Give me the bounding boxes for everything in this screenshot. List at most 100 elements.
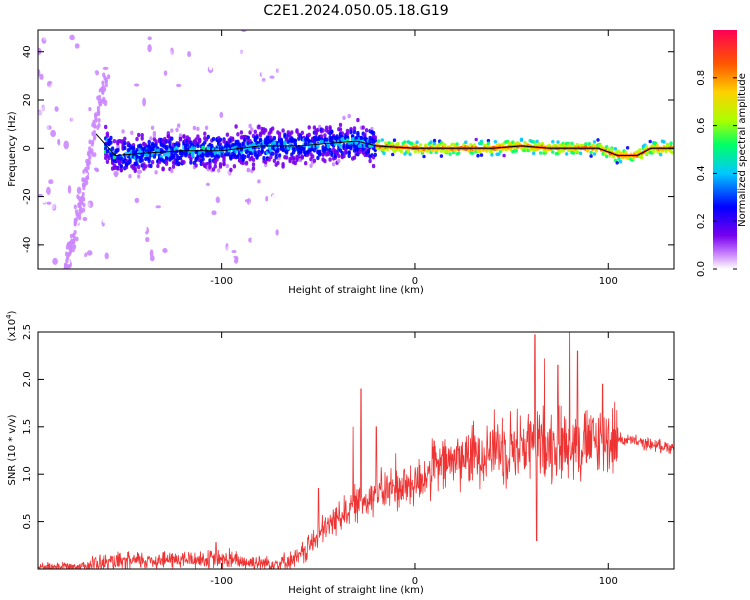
- spectrogram-blob: [239, 72, 244, 78]
- spectrogram-blob: [88, 146, 92, 152]
- spectrogram-blob: [87, 78, 93, 84]
- snr-xtick-label: 0: [412, 576, 418, 587]
- spectrogram-blob: [219, 221, 223, 230]
- spectrogram-blob: [243, 183, 248, 190]
- spectrogram-blob: [38, 163, 45, 168]
- spectrogram-blob: [196, 112, 203, 116]
- spectrogram-blob: [382, 151, 386, 156]
- spectrogram-blob: [283, 77, 289, 86]
- spectrogram-blob: [77, 99, 83, 107]
- spectrogram-blob: [195, 43, 199, 50]
- spectrogram-blob: [96, 105, 100, 111]
- spectrogram-blob: [178, 38, 183, 44]
- spectrogram-blob: [70, 114, 75, 122]
- spectrogram-blob: [69, 49, 75, 55]
- spectrogram-blob: [200, 212, 204, 218]
- spectrogram-blob: [107, 155, 111, 161]
- spectrogram-blob: [479, 141, 484, 146]
- spectrogram-blob: [497, 152, 501, 156]
- spectrogram-blob: [246, 198, 252, 205]
- spectrogram-blob: [213, 219, 218, 229]
- spectrogram-blob: [166, 243, 172, 251]
- spectrogram-blob: [82, 247, 86, 255]
- spectrogram-blob: [240, 187, 244, 196]
- spectrogram-blob: [321, 152, 325, 157]
- spectrogram-ytick-label: -40: [22, 237, 33, 253]
- spectrogram-blob: [144, 130, 148, 136]
- spectrogram-blob: [248, 184, 251, 190]
- spectrogram-blob: [38, 106, 41, 111]
- spectrogram-blob: [102, 72, 106, 78]
- spectrogram-blob: [40, 116, 45, 121]
- spectrogram-blob: [396, 141, 400, 146]
- spectrogram-blob: [231, 158, 237, 163]
- spectrogram-blob: [148, 125, 152, 135]
- spectrogram-blob: [111, 96, 115, 101]
- spectrogram-blob: [75, 224, 79, 230]
- spectrogram-blob: [99, 65, 103, 74]
- spectrogram-blob: [257, 43, 261, 49]
- spectrogram-blob: [73, 204, 77, 210]
- spectrogram-blob: [169, 117, 175, 125]
- spectrogram-blob: [660, 149, 665, 153]
- spectrogram-blob: [151, 171, 155, 176]
- spectrogram-blob: [233, 232, 237, 238]
- spectrogram-blob: [85, 168, 89, 174]
- spectrogram-blob: [45, 171, 50, 179]
- spectrogram-blob: [321, 128, 325, 133]
- spectrogram-blob: [457, 151, 461, 155]
- spectrogram-blob: [575, 149, 579, 154]
- spectrogram-blob: [273, 190, 276, 196]
- spectrogram-blob: [257, 179, 261, 184]
- spectrogram-blob: [250, 211, 255, 221]
- spectrogram-blob: [125, 30, 132, 34]
- spectrogram-blob: [127, 262, 132, 269]
- spectrogram-blob: [69, 233, 73, 239]
- spectrogram-blob: [129, 91, 135, 99]
- spectrogram-blob: [246, 153, 250, 159]
- spectrogram-blob: [196, 59, 202, 63]
- spectrogram-blob: [248, 172, 251, 178]
- spectrogram-blob: [208, 158, 212, 163]
- spectrogram-blob: [538, 151, 543, 155]
- spectrogram-blob: [182, 134, 186, 139]
- spectrogram-blob: [250, 127, 254, 132]
- spectrogram-blob: [126, 210, 130, 219]
- spectrogram-blob: [110, 202, 116, 211]
- spectrogram-blob: [137, 132, 141, 138]
- spectrogram-ytick-label: 0: [22, 145, 33, 151]
- spectrogram-blob: [121, 80, 126, 84]
- spectrogram-blob: [66, 253, 70, 258]
- spectrogram-blob: [166, 200, 171, 205]
- spectrogram-blob: [277, 88, 282, 94]
- spectrogram-blob: [132, 247, 138, 255]
- spectrogram-blob: [558, 149, 562, 154]
- spectrogram-blob: [71, 188, 77, 198]
- spectrogram-blob: [280, 70, 284, 77]
- spectrogram-blob: [167, 60, 171, 70]
- spectrogram-blob: [171, 164, 176, 169]
- spectrogram-blob: [184, 175, 189, 183]
- spectrogram-blob: [202, 240, 209, 246]
- spectrogram-blob: [114, 172, 118, 178]
- spectrogram-blob: [146, 261, 151, 265]
- spectrogram-blob: [349, 130, 353, 135]
- spectrogram-blob: [181, 98, 186, 105]
- spectrogram-blob: [219, 111, 224, 118]
- spectrogram-blob: [63, 266, 67, 269]
- spectrogram-blob: [254, 89, 257, 95]
- spectrogram-blob: [241, 141, 245, 147]
- spectrogram-blob: [331, 162, 336, 167]
- spectrogram-blob: [176, 76, 182, 84]
- snr-ytick-label: 2.0: [22, 371, 33, 387]
- spectrogram-blob: [363, 220, 367, 227]
- spectrogram-blob: [172, 240, 178, 247]
- spectrogram-blob: [72, 232, 76, 238]
- spectrogram-blob: [263, 260, 267, 266]
- spectrogram-blob: [429, 140, 433, 144]
- spectrogram-blob: [201, 145, 205, 150]
- spectrogram-blob: [200, 217, 203, 226]
- spectrogram-blob: [124, 91, 131, 99]
- spectrogram-blob: [267, 88, 274, 97]
- spectrogram-blob: [195, 102, 199, 109]
